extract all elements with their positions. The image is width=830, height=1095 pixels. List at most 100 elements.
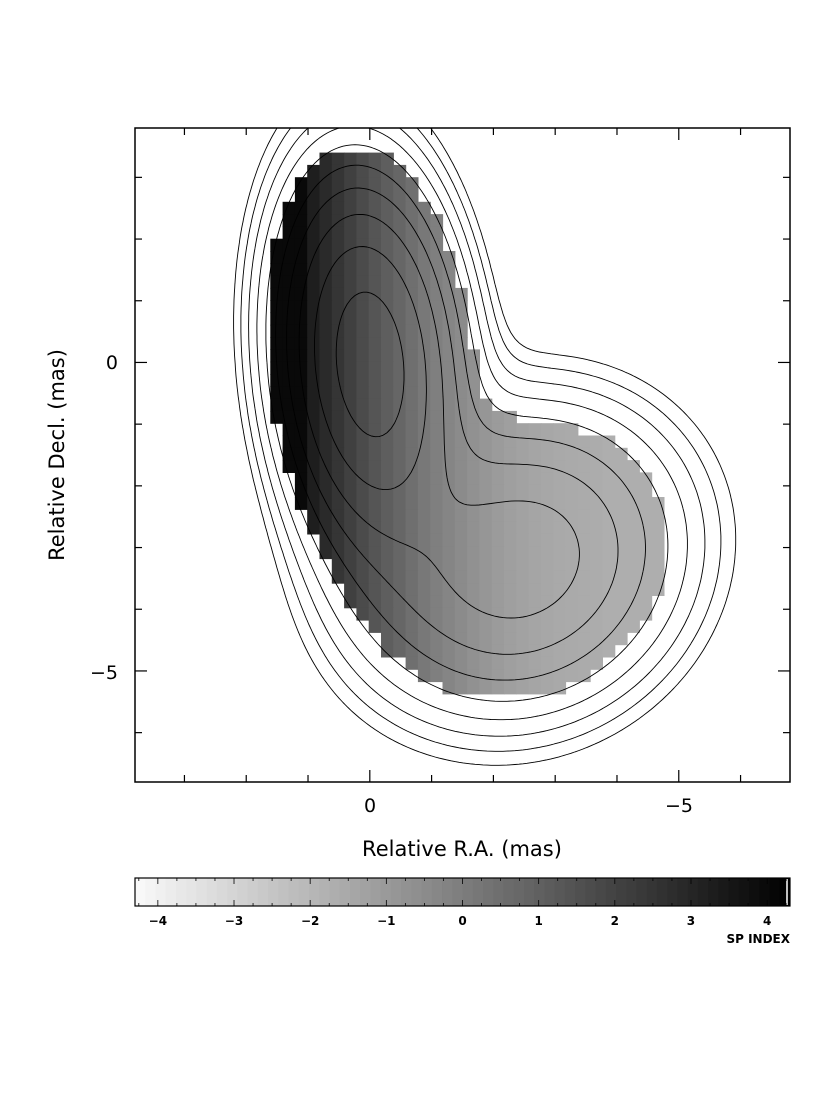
map-pixel-440 (479, 472, 493, 486)
map-pixel-661 (417, 570, 431, 584)
colorbar-swatch-52 (667, 878, 678, 906)
map-pixel-77 (331, 238, 345, 252)
map-pixel-92 (344, 251, 357, 264)
map-pixel-197 (294, 337, 308, 350)
map-pixel-605 (393, 546, 407, 560)
map-pixel-727 (590, 595, 603, 609)
map-pixel-581 (442, 533, 456, 547)
map-pixel-856 (553, 681, 567, 695)
map-pixel-699 (565, 583, 579, 596)
map-pixel-405 (393, 460, 407, 473)
map-pixel-604 (381, 546, 394, 560)
map-pixel-386 (504, 447, 517, 461)
map-pixel-217 (344, 349, 357, 363)
map-pixel-179 (270, 324, 284, 338)
map-pixel-568 (627, 521, 640, 535)
map-pixel-640 (491, 558, 505, 572)
map-pixel-309 (417, 410, 431, 424)
map-pixel-204 (381, 337, 394, 350)
map-pixel-522 (417, 509, 431, 523)
map-pixel-83 (405, 238, 419, 252)
map-pixel-263 (282, 386, 296, 400)
map-pixel-315 (491, 410, 505, 424)
map-pixel-813 (565, 644, 579, 658)
map-pixel-647 (577, 558, 591, 572)
map-pixel-384 (479, 447, 493, 461)
map-pixel-349 (381, 435, 394, 449)
map-pixel-125 (381, 275, 394, 289)
map-pixel-702 (602, 583, 616, 596)
colorbar-swatch-56 (708, 878, 719, 906)
map-pixel-233 (331, 361, 345, 375)
map-pixel-502 (528, 497, 542, 510)
map-pixel-790 (528, 632, 542, 646)
map-pixel-846 (577, 669, 591, 683)
map-pixel-181 (294, 324, 308, 338)
map-pixel-195 (270, 337, 284, 350)
map-pixel-645 (553, 558, 567, 572)
map-pixel-510 (627, 497, 640, 510)
map-pixel-388 (528, 447, 542, 461)
map-pixel-379 (417, 447, 431, 461)
map-pixel-299 (294, 410, 308, 424)
colorbar-swatch-35 (493, 878, 504, 906)
map-pixel-486 (331, 497, 345, 510)
map-pixel-141 (393, 287, 407, 301)
map-pixel-531 (528, 509, 542, 523)
map-pixel-110 (381, 263, 394, 277)
map-pixel-460 (368, 484, 382, 498)
map-pixel-54 (381, 214, 394, 227)
map-pixel-781 (417, 632, 431, 646)
map-pixel-483 (294, 497, 308, 510)
map-pixel-539 (627, 509, 640, 523)
map-pixel-36 (307, 201, 321, 215)
map-pixel-652 (639, 558, 653, 572)
map-pixel-753 (614, 607, 628, 621)
map-pixel-287 (368, 398, 382, 412)
map-pixel-392 (577, 447, 591, 461)
map-pixel-112 (405, 263, 419, 277)
map-pixel-690 (454, 583, 468, 596)
map-pixel-644 (540, 558, 554, 572)
map-pixel-53 (368, 214, 382, 227)
map-pixel-544 (331, 521, 345, 535)
map-pixel-266 (319, 386, 333, 400)
map-pixel-485 (319, 497, 333, 510)
map-pixel-684 (381, 583, 394, 596)
map-pixel-551 (417, 521, 431, 535)
map-pixel-335 (504, 423, 517, 437)
map-pixel-422 (602, 460, 616, 473)
map-pixel-730 (627, 595, 640, 609)
map-pixel-416 (528, 460, 542, 473)
map-pixel-180 (282, 324, 296, 338)
map-pixel-541 (651, 509, 665, 523)
map-pixel-613 (491, 546, 505, 560)
map-pixel-696 (528, 583, 542, 596)
map-pixel-803 (442, 644, 456, 658)
map-pixel-323 (356, 423, 370, 437)
map-pixel-615 (516, 546, 530, 560)
map-pixel-165 (294, 312, 308, 326)
map-pixel-126 (393, 275, 407, 289)
map-pixel-207 (417, 337, 431, 350)
map-pixel-58 (430, 214, 444, 227)
colorbar-swatch-6 (196, 878, 208, 906)
map-pixel-39 (344, 201, 357, 215)
colorbar-swatch-31 (452, 878, 463, 906)
map-pixel-733 (368, 607, 382, 621)
map-pixel-403 (368, 460, 382, 473)
colorbar-swatch-38 (523, 878, 535, 906)
map-pixel-591 (565, 533, 579, 547)
map-pixel-297 (270, 410, 284, 424)
map-pixel-355 (454, 435, 468, 449)
map-pixel-383 (467, 447, 480, 461)
map-pixel-332 (467, 423, 480, 437)
map-pixel-248 (307, 374, 321, 387)
map-pixel-609 (442, 546, 456, 560)
map-pixel-569 (639, 521, 653, 535)
map-pixel-44 (405, 201, 419, 215)
colorbar-swatch-2 (155, 878, 167, 906)
map-pixel-701 (590, 583, 603, 596)
colorbar-swatch-9 (227, 878, 238, 906)
